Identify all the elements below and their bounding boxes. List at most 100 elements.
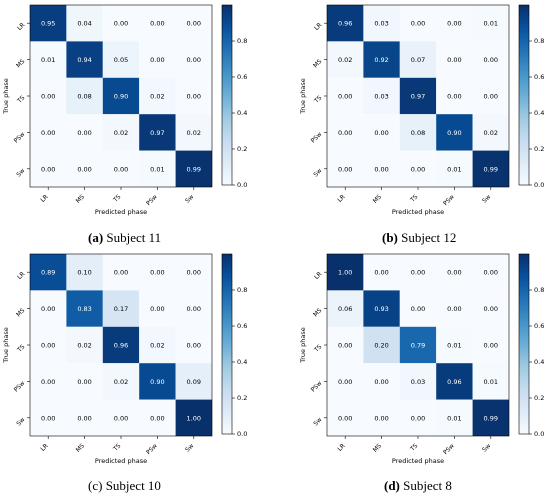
heatmap-cell [327, 290, 364, 327]
cell-value-label: 0.00 [484, 342, 498, 350]
cell-value-label: 0.01 [484, 378, 498, 386]
x-tick-label: MS [75, 193, 86, 204]
x-tick-label: Sw [481, 442, 492, 453]
heatmap-cell [399, 326, 437, 364]
heatmap-cell [66, 254, 103, 291]
y-tick-label: MS [15, 307, 26, 318]
heatmap-cell [363, 399, 400, 436]
heatmap-cell [363, 114, 400, 151]
cell-value-label: 0.00 [338, 165, 352, 173]
cell-value-label: 0.00 [338, 342, 352, 350]
cell-value-label: 0.00 [187, 269, 201, 277]
heatmap-cell [139, 41, 176, 78]
cell-value-label: 0.02 [77, 342, 91, 350]
y-axis-label: True phase [2, 78, 10, 115]
heatmap-cell [66, 150, 103, 187]
heatmap-cell [472, 254, 509, 291]
x-tick-label: Sw [481, 193, 492, 204]
colorbar-tick-label: 0.6 [534, 73, 544, 81]
cell-value-label: 0.89 [41, 269, 55, 277]
heatmap-cell [175, 5, 212, 42]
heatmap-cell [102, 254, 140, 291]
cell-value-label: 0.00 [447, 20, 461, 28]
x-tick-label: LR [336, 442, 346, 452]
cell-value-label: 0.01 [447, 165, 461, 173]
heatmap-cell [363, 150, 400, 187]
caption-label: (d) [384, 478, 400, 493]
y-axis-label: True phase [299, 78, 307, 115]
cell-value-label: 0.00 [484, 93, 498, 101]
heatmap-cell [102, 150, 140, 187]
colorbar [221, 4, 233, 186]
cell-value-label: 0.06 [338, 305, 352, 313]
colorbar-tick-label: 0.8 [534, 37, 544, 45]
y-tick-label: LR [313, 22, 323, 32]
colorbar [518, 4, 530, 186]
x-tick-label: LR [39, 193, 49, 203]
cell-value-label: 0.00 [338, 93, 352, 101]
cell-value-label: 0.00 [187, 305, 201, 313]
heatmap-cell [139, 363, 176, 400]
caption-label: (a) [88, 230, 104, 245]
heatmap-cell [399, 254, 437, 291]
cell-value-label: 0.00 [187, 93, 201, 101]
x-tick-label: MS [75, 442, 86, 453]
heatmap-cell [363, 41, 400, 78]
y-tick-label: TS [15, 94, 26, 105]
y-axis-label: True phase [299, 327, 307, 364]
heatmap-cell [363, 254, 400, 291]
y-tick-label: PSw [310, 131, 324, 145]
cell-value-label: 0.00 [374, 165, 388, 173]
heatmap-cell [30, 114, 67, 151]
cell-value-label: 0.00 [41, 93, 55, 101]
heatmap-cell [175, 399, 212, 436]
cell-value-label: 0.03 [374, 93, 388, 101]
heatmap-cell [327, 41, 364, 78]
heatmap-cell [102, 326, 140, 364]
cell-value-label: 0.09 [187, 378, 201, 386]
heatmap-cell [399, 77, 437, 115]
heatmap-cell [30, 150, 67, 187]
cell-value-label: 0.00 [411, 20, 425, 28]
heatmap-cell [327, 254, 364, 291]
heatmap-cell [436, 114, 473, 151]
heatmap-cell [102, 363, 140, 400]
cell-value-label: 0.03 [374, 20, 388, 28]
heatmap-cell [399, 41, 437, 78]
heatmap-cell [66, 114, 103, 151]
x-tick-label: PSw [442, 442, 456, 456]
heatmap-cell [175, 363, 212, 400]
x-tick-label: TS [111, 442, 122, 453]
colorbar-tick-label: 0.6 [237, 73, 247, 81]
heatmap-cell [327, 150, 364, 187]
cell-value-label: 0.03 [411, 378, 425, 386]
cell-value-label: 0.97 [411, 93, 425, 101]
heatmap-cell [66, 363, 103, 400]
heatmap-cell [472, 290, 509, 327]
y-tick-label: LR [16, 271, 26, 281]
cell-value-label: 0.00 [114, 269, 128, 277]
caption-text: Subject 10 [102, 478, 161, 493]
cell-value-label: 0.97 [150, 129, 164, 137]
heatmap-cell [30, 5, 67, 42]
heatmap-cell [30, 254, 67, 291]
colorbar-tick-label: 0.6 [534, 322, 544, 330]
cell-value-label: 0.94 [77, 56, 91, 64]
x-axis-label: Predicted phase [95, 457, 147, 465]
heatmap-cell [102, 114, 140, 151]
colorbar-tick-label: 0.0 [534, 181, 544, 189]
heatmap-cell [327, 5, 364, 42]
y-tick-label: MS [15, 58, 26, 69]
heatmap-cell [102, 399, 140, 436]
cell-value-label: 0.00 [77, 129, 91, 137]
cell-value-label: 0.00 [150, 414, 164, 422]
heatmap-cell [399, 150, 437, 187]
cell-value-label: 0.00 [114, 165, 128, 173]
caption-b: (b) Subject 12 [382, 230, 456, 246]
heatmap-cell [399, 399, 437, 436]
y-tick-label: LR [313, 271, 323, 281]
heatmap-cell [363, 326, 400, 364]
x-tick-label: MS [372, 193, 383, 204]
caption-label: (c) [88, 478, 103, 493]
heatmap-cell [472, 5, 509, 42]
